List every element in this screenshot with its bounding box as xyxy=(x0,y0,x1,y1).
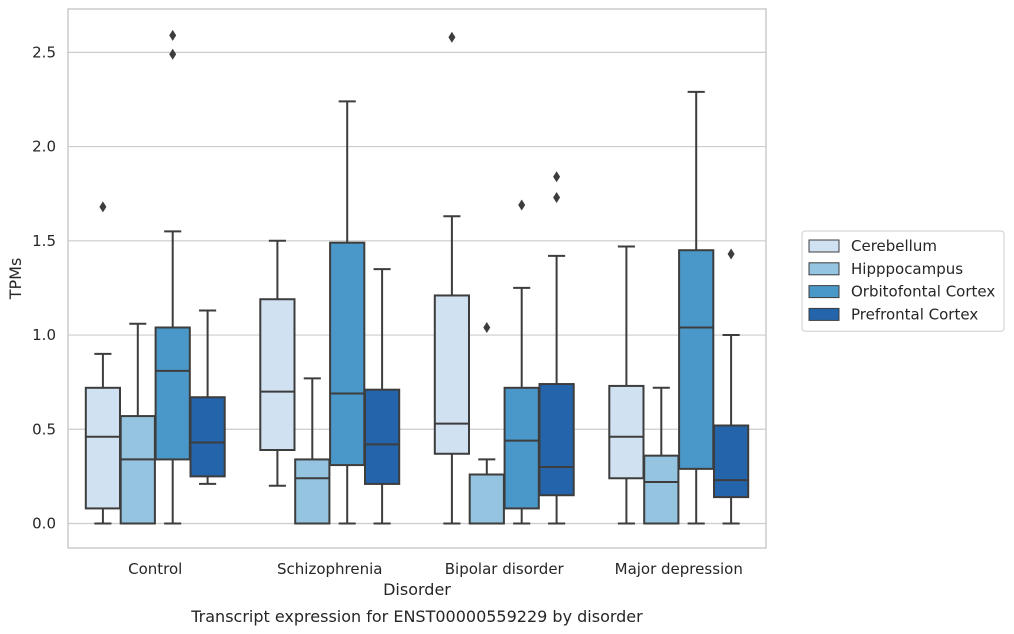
box-3-0 xyxy=(608,245,645,525)
box-0-1 xyxy=(119,322,156,525)
box-1-2 xyxy=(329,100,366,525)
box-iqr xyxy=(189,396,226,478)
box-2-2 xyxy=(503,199,540,525)
box-1-1 xyxy=(294,377,331,525)
y-tick-label: 0.0 xyxy=(32,515,56,533)
outlier-marker xyxy=(169,48,177,60)
legend-frame xyxy=(801,230,1005,332)
legend-label: Hipppocampus xyxy=(851,260,963,278)
box-iqr xyxy=(468,473,505,525)
legend-label: Prefrontal Cortex xyxy=(851,305,978,323)
x-axis-label: Disorder xyxy=(383,580,451,599)
legend-swatch xyxy=(808,307,840,321)
x-axis-ticks: Control Schizophrenia Bipolar disorder Majo… xyxy=(128,560,743,578)
box-2-0 xyxy=(433,31,471,525)
box-0-3 xyxy=(189,309,226,485)
box-3-3 xyxy=(712,248,750,525)
box-iqr xyxy=(678,249,715,470)
box-iqr xyxy=(119,415,156,525)
x-tick-label: Major depression xyxy=(615,560,743,578)
legend-item: Cerebellum xyxy=(808,237,937,255)
box-iqr xyxy=(538,383,575,497)
legend-swatch xyxy=(808,239,840,253)
box-0-0 xyxy=(84,201,122,525)
outlier-marker xyxy=(727,248,735,260)
y-tick-label: 2.5 xyxy=(32,43,56,61)
outlier-marker xyxy=(553,171,561,183)
legend-label: Orbitofontal Cortex xyxy=(851,283,995,301)
box-iqr xyxy=(712,424,750,499)
box-series xyxy=(84,29,750,525)
chart-caption: Transcript expression for ENST0000055922… xyxy=(190,607,643,626)
box-3-1 xyxy=(643,386,680,525)
box-2-1 xyxy=(468,322,505,525)
x-tick-label: Control xyxy=(128,560,182,578)
outlier-marker xyxy=(169,29,177,41)
outlier-marker xyxy=(483,322,491,333)
legend: Cerebellum Hipppocampus Orbitofontal Corte… xyxy=(801,230,1005,332)
outlier-marker xyxy=(553,191,561,203)
box-iqr xyxy=(329,241,366,467)
y-tick-label: 1.5 xyxy=(32,232,56,250)
legend-swatch xyxy=(808,262,840,276)
legend-item: Orbitofontal Cortex xyxy=(808,283,995,301)
box-3-2 xyxy=(678,90,715,525)
outlier-marker xyxy=(518,199,526,211)
box-0-2 xyxy=(154,29,191,525)
y-axis-label: TPMs xyxy=(6,258,25,301)
box-iqr xyxy=(259,298,296,451)
box-2-3 xyxy=(538,171,575,525)
box-iqr xyxy=(643,454,680,525)
y-tick-label: 1.0 xyxy=(32,326,56,344)
outlier-marker xyxy=(448,31,456,43)
box-iqr xyxy=(503,386,540,510)
plot-area-frame xyxy=(67,8,767,549)
box-iqr xyxy=(433,294,471,455)
legend-item: Hipppocampus xyxy=(808,260,963,278)
box-iqr xyxy=(363,388,401,485)
legend-label: Cerebellum xyxy=(851,237,937,255)
legend-swatch xyxy=(808,285,840,299)
box-iqr xyxy=(608,384,645,480)
y-axis-ticks: 0.0 0.5 1.0 1.5 2.0 2.5 xyxy=(32,43,56,532)
box-1-0 xyxy=(259,239,296,487)
box-iqr xyxy=(154,326,191,461)
box-iqr xyxy=(84,386,122,510)
box-1-3 xyxy=(363,268,401,525)
y-tick-label: 2.0 xyxy=(32,138,56,156)
x-tick-label: Schizophrenia xyxy=(277,560,382,578)
legend-item: Prefrontal Cortex xyxy=(808,305,978,323)
box-iqr xyxy=(294,458,331,525)
y-tick-label: 0.5 xyxy=(32,420,56,438)
outlier-marker xyxy=(99,201,107,213)
x-tick-label: Bipolar disorder xyxy=(445,560,565,578)
